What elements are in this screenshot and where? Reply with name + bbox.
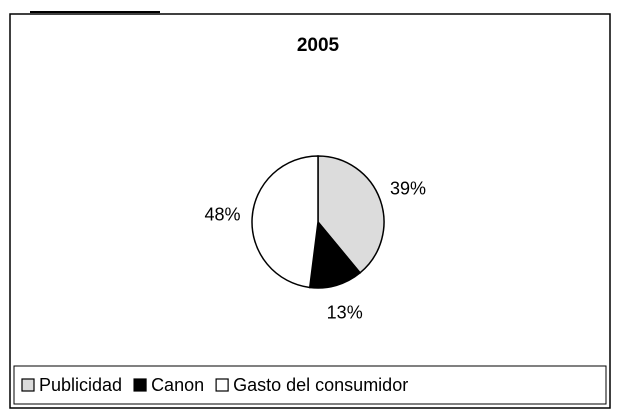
data-label: 48%	[204, 205, 240, 225]
legend-box	[13, 365, 607, 405]
legend-label: Canon	[151, 375, 204, 395]
pie-slice	[317, 155, 385, 274]
legend-swatch	[21, 378, 35, 392]
data-label: 13%	[327, 303, 363, 323]
legend-swatch	[215, 378, 229, 392]
pie-slice	[251, 155, 319, 289]
chart-title: 2005	[297, 35, 340, 56]
data-label: 39%	[390, 178, 426, 198]
legend-label: Publicidad	[39, 375, 122, 395]
legend-label: Gasto del consumidor	[233, 375, 408, 395]
chart-frame	[9, 13, 611, 409]
legend-swatch	[133, 378, 147, 392]
legend: Publicidad Canon Gasto del consumidor	[21, 375, 408, 395]
